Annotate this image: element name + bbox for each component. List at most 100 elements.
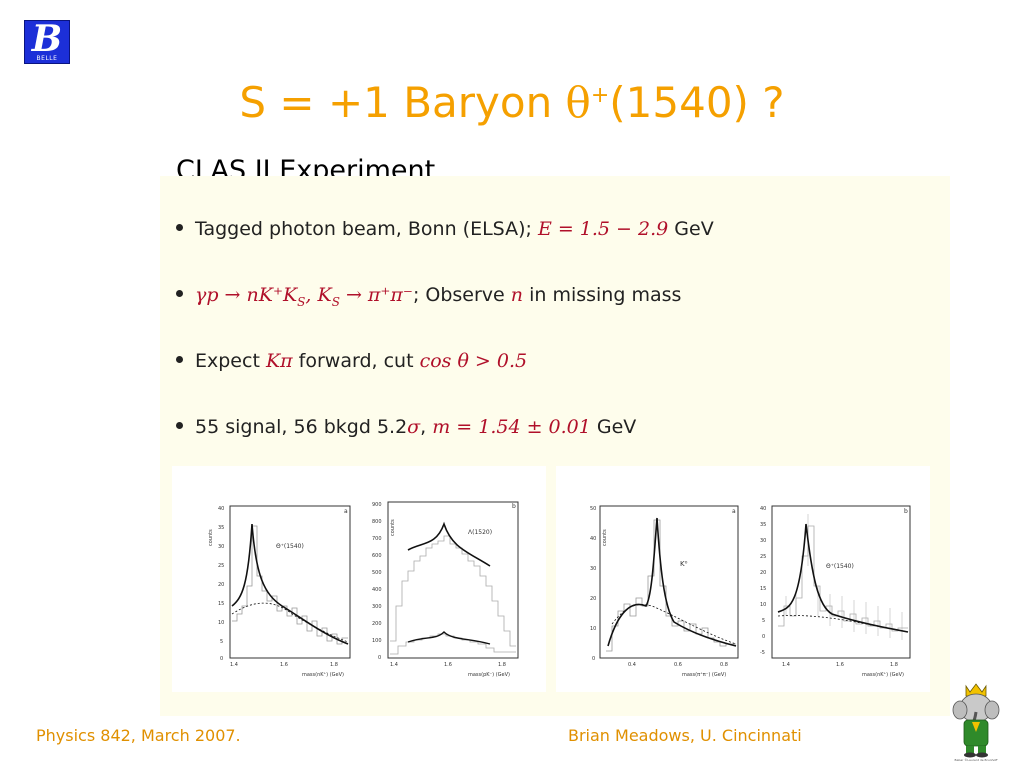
plot2-ytick: 600: [372, 553, 382, 559]
plot1-ytick: 5: [220, 639, 223, 645]
plot4-ytick: 30: [760, 538, 766, 544]
plot1-ytick: 20: [218, 582, 224, 588]
plot3-xlabel: mass(π⁺π⁻) (GeV): [682, 672, 726, 678]
plot4-frame: [771, 505, 911, 659]
plot2-ytick: 500: [372, 570, 382, 576]
plot1-ytick: 35: [218, 525, 224, 531]
plot4-ytick: 35: [760, 522, 766, 528]
plot2-xlabel: mass(pK⁻) (GeV): [468, 672, 510, 678]
plot3-ylabel: counts: [602, 529, 608, 546]
bullet-dot: [176, 422, 183, 429]
bullet-beam: Tagged photon beam, Bonn (ELSA); E = 1.5…: [176, 218, 714, 240]
plot2-ytick: 300: [372, 604, 382, 610]
plot2-ytick: 700: [372, 536, 382, 542]
plot1-xtick: 1.4: [230, 662, 238, 668]
logo-caption: BELLE: [36, 55, 58, 62]
bullet-cut: Expect Kπ forward, cut cos θ > 0.5: [176, 350, 527, 372]
bullet-signal: 55 signal, 56 bkgd 5.2σ, m = 1.54 ± 0.01…: [176, 416, 636, 438]
plot3-xtick: 0.4: [628, 662, 636, 668]
plot3-ytick: 50: [590, 506, 596, 512]
plot3-corner: a: [732, 508, 736, 515]
bullet-reaction: γp → nK⁺KS, KS → π⁺π⁻; Observe n in miss…: [176, 284, 681, 309]
plot1-yticks: 40 35 30 25 20 15 10 5 0: [218, 506, 224, 662]
plot1-ytick: 10: [218, 620, 224, 626]
theta-symbol: θ: [565, 78, 591, 127]
plot4-corner: b: [904, 508, 908, 515]
plot4-peak-label: Θ⁺(1540): [826, 563, 854, 570]
plot4-ytick: 10: [760, 602, 766, 608]
plot4-ytick: 15: [760, 586, 766, 592]
plot3-ytick: 30: [590, 566, 596, 572]
plot4-yticks: 40 35 30 25 20 15 10 5 0 -5: [760, 506, 766, 656]
plot3-ytick: 40: [590, 536, 596, 542]
plot4-xlabel: mass(nK⁺) (GeV): [862, 672, 904, 678]
bullet-dot: [176, 356, 183, 363]
plot3-ytick: 20: [590, 596, 596, 602]
plot1-fit-curve: [231, 523, 349, 645]
plot3-frame: [599, 505, 739, 659]
plot-panel-right: counts 50 40 30 20 10 0 0.4 0.6 0.8 mass…: [556, 466, 930, 692]
plot2-ytick: 0: [378, 655, 381, 661]
plot1-xtick: 1.6: [280, 662, 288, 668]
plot1-xticks: 1.4 1.6 1.8: [230, 662, 338, 668]
plot3-ytick: 0: [592, 656, 595, 662]
plot2-histogram-upper: [390, 535, 516, 647]
bullet-dot: [176, 290, 183, 297]
plot1-ytick: 40: [218, 506, 224, 512]
plot2-ytick: 200: [372, 621, 382, 627]
plot4-ytick: -5: [760, 650, 765, 656]
plot2-ylabel: counts: [390, 519, 396, 536]
plot2-yticks: 900 800 700 600 500 400 300 200 100 0: [372, 502, 382, 661]
plot4-histogram: [778, 525, 908, 632]
plot1-frame: [229, 505, 351, 659]
plot4-xtick: 1.4: [782, 662, 790, 668]
plot1-peak-label: Θ⁺(1540): [276, 543, 304, 550]
plot4-ytick: 20: [760, 570, 766, 576]
plot3-peak-label: K⁰: [680, 560, 688, 568]
content-panel: Tagged photon beam, Bonn (ELSA); E = 1.5…: [160, 176, 950, 716]
footer-author: Brian Meadows, U. Cincinnati: [568, 726, 802, 745]
plot4-ytick: 5: [762, 618, 765, 624]
plot4-xtick: 1.8: [890, 662, 898, 668]
plot-right-svg: counts 50 40 30 20 10 0 0.4 0.6 0.8 mass…: [590, 505, 911, 678]
plot2-ytick: 100: [372, 638, 382, 644]
plot2-ytick: 400: [372, 587, 382, 593]
plot4-ytick: 40: [760, 506, 766, 512]
plot2-frame: [387, 501, 519, 659]
plot2-xticks: 1.4 1.6 1.8: [390, 662, 506, 668]
plot1-ytick: 15: [218, 601, 224, 607]
plot3-xticks: 0.4 0.6 0.8: [628, 662, 728, 668]
plot2-xtick: 1.6: [444, 662, 452, 668]
plot4-background-curve: [777, 615, 909, 633]
bullet-dot: [176, 224, 183, 231]
plot1-corner: a: [344, 508, 348, 515]
plot3-background-curve: [611, 604, 737, 645]
plot1-xtick: 1.8: [330, 662, 338, 668]
plot2-ytick: 900: [372, 502, 382, 508]
plot3-xtick: 0.6: [674, 662, 682, 668]
plot4-xtick: 1.6: [836, 662, 844, 668]
plot3-ytick: 10: [590, 626, 596, 632]
plot1-ytick: 30: [218, 544, 224, 550]
plot1-xlabel: mass(nK⁺) (GeV): [302, 672, 344, 678]
mascot-caption: Babar ©Laurent de Brunhoff: [955, 758, 999, 762]
plot1-ylabel: counts: [208, 529, 214, 546]
plot2-fit-lower: [407, 631, 491, 645]
belle-logo: B BELLE: [24, 18, 70, 64]
plot-left-svg: counts 40 35 30 25 20 15 10 5 0 1.4 1.6 …: [208, 501, 519, 678]
plot4-ytick: 25: [760, 554, 766, 560]
plot4-fit-curve: [777, 523, 909, 633]
plot2-ytick: 800: [372, 519, 382, 525]
logo-letter: B: [31, 18, 63, 60]
plot3-fit-curve: [607, 517, 737, 647]
plot3-yticks: 50 40 30 20 10 0: [590, 506, 596, 662]
plot4-xticks: 1.4 1.6 1.8: [782, 662, 898, 668]
babar-elephant-icon: Babar ©Laurent de Brunhoff: [946, 682, 1006, 762]
plot1-ytick: 0: [220, 656, 223, 662]
plot2-corner: b: [512, 503, 516, 510]
plot1-ytick: 25: [218, 563, 224, 569]
plot-panel-left: counts 40 35 30 25 20 15 10 5 0 1.4 1.6 …: [172, 466, 546, 692]
plot4-ytick: 0: [762, 634, 765, 640]
plot3-histogram: [606, 519, 736, 652]
plot2-xtick: 1.4: [390, 662, 398, 668]
